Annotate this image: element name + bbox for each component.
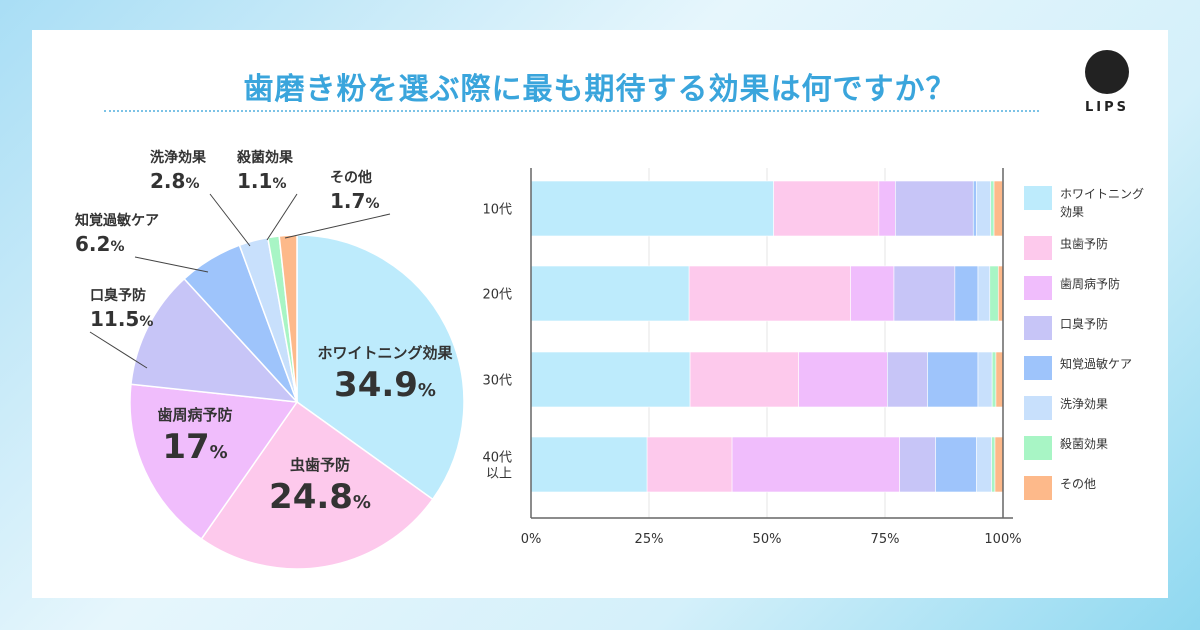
category-label: 以上 bbox=[486, 467, 512, 482]
legend-swatch bbox=[1024, 476, 1052, 500]
legend-label: 虫歯予防 bbox=[1060, 236, 1108, 251]
bar-segment bbox=[798, 351, 888, 408]
bar-segment bbox=[688, 265, 851, 322]
deer-logo-icon bbox=[1085, 50, 1129, 94]
legend-swatch bbox=[1024, 356, 1052, 380]
x-tick-label: 75% bbox=[871, 532, 900, 547]
bar-segment bbox=[773, 180, 880, 237]
category-label: 20代 bbox=[482, 288, 512, 303]
bar-segment bbox=[935, 436, 977, 493]
x-tick-label: 100% bbox=[984, 532, 1021, 547]
title-divider bbox=[104, 110, 1039, 112]
legend-label: 洗浄効果 bbox=[1060, 396, 1108, 411]
leader-line bbox=[266, 193, 298, 241]
legend-label: 知覚過敏ケア bbox=[1060, 356, 1132, 371]
bar-segment bbox=[689, 351, 799, 408]
pie-label: 洗浄効果 bbox=[150, 149, 207, 166]
pie-slice bbox=[200, 400, 434, 570]
legend-swatch bbox=[1024, 276, 1052, 300]
pie-slice bbox=[296, 234, 465, 501]
bar-segment bbox=[977, 351, 993, 408]
bar-segment bbox=[893, 265, 956, 322]
category-label: 30代 bbox=[482, 374, 512, 389]
pie-label: 知覚過敏ケア bbox=[75, 212, 159, 229]
pie-slice bbox=[129, 383, 299, 540]
pie-label: ホワイトニング効果 bbox=[317, 344, 453, 362]
pie-label: 虫歯予防 bbox=[290, 456, 350, 474]
category-label: 40代 bbox=[482, 451, 512, 466]
bar-segment bbox=[989, 265, 999, 322]
legend-swatch bbox=[1024, 436, 1052, 460]
lips-logo: LIPS bbox=[1077, 50, 1137, 115]
pie-label: 殺菌効果 bbox=[236, 149, 294, 166]
legend-label: 殺菌効果 bbox=[1060, 436, 1108, 451]
bar-segment bbox=[895, 180, 974, 237]
legend-label: 口臭予防 bbox=[1060, 316, 1108, 331]
pie-value: 11.5% bbox=[90, 307, 153, 331]
pie-value: 1.7% bbox=[330, 189, 379, 213]
bar-segment bbox=[991, 351, 997, 408]
pie-label: 口臭予防 bbox=[90, 287, 146, 304]
bar-segment bbox=[977, 265, 991, 322]
bar-segment bbox=[850, 265, 895, 322]
bar-segment bbox=[878, 180, 896, 237]
leader-line bbox=[134, 256, 209, 273]
leader-line bbox=[89, 331, 148, 369]
legend-swatch bbox=[1024, 316, 1052, 340]
bar-segment bbox=[731, 436, 900, 493]
pie-slice bbox=[130, 277, 299, 403]
bar-segment bbox=[927, 351, 979, 408]
bar-segment bbox=[530, 265, 690, 322]
x-tick-label: 50% bbox=[753, 532, 782, 547]
bar-segment bbox=[990, 180, 995, 237]
bar-segment bbox=[646, 436, 733, 493]
leader-line bbox=[284, 213, 391, 239]
bar-segment bbox=[887, 351, 928, 408]
bar-segment bbox=[954, 265, 979, 322]
bar-segment bbox=[530, 351, 691, 408]
x-tick-label: 25% bbox=[635, 532, 664, 547]
bar-segment bbox=[976, 180, 992, 237]
bar-segment bbox=[972, 180, 977, 237]
legend-label: 効果 bbox=[1060, 204, 1084, 219]
bar-segment bbox=[899, 436, 936, 493]
pie-value: 1.1% bbox=[237, 169, 286, 193]
bar-segment bbox=[976, 436, 992, 493]
bar-segment bbox=[993, 180, 1003, 237]
legend-label: ホワイトニング bbox=[1060, 187, 1144, 201]
logo-text: LIPS bbox=[1084, 100, 1129, 115]
x-tick-label: 0% bbox=[521, 532, 542, 547]
bar-segment bbox=[530, 436, 648, 493]
bar-segment bbox=[995, 351, 1004, 408]
bar-segment bbox=[991, 436, 996, 493]
pie-label: 歯周病予防 bbox=[157, 406, 232, 424]
legend-label: その他 bbox=[1060, 477, 1096, 491]
pie-value: 2.8% bbox=[150, 169, 199, 193]
category-label: 10代 bbox=[482, 203, 512, 218]
leader-line bbox=[209, 193, 251, 247]
pie-label: その他 bbox=[330, 169, 372, 186]
page-title: 歯磨き粉を選ぶ際に最も期待する効果は何ですか？ bbox=[243, 72, 957, 107]
legend-swatch bbox=[1024, 236, 1052, 260]
pie-value: 6.2% bbox=[75, 232, 124, 256]
bar-segment bbox=[530, 180, 774, 237]
legend-label: 歯周病予防 bbox=[1060, 276, 1120, 291]
legend-swatch bbox=[1024, 396, 1052, 420]
bar-segment bbox=[994, 436, 1004, 493]
legend-swatch bbox=[1024, 186, 1052, 210]
